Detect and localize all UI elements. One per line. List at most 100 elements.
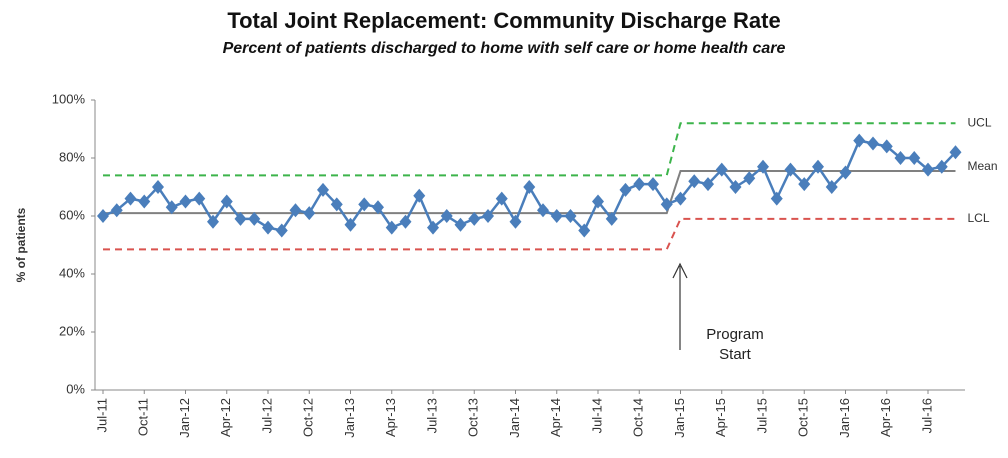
x-tick-label: Jan-14 bbox=[507, 398, 522, 438]
data-point bbox=[633, 177, 646, 192]
x-tick-label: Jan-13 bbox=[342, 398, 357, 438]
x-tick-label: Oct-14 bbox=[631, 398, 646, 437]
data-point bbox=[399, 214, 412, 229]
data-point bbox=[550, 209, 563, 223]
data-point bbox=[674, 191, 687, 206]
data-point bbox=[770, 191, 783, 206]
data-point bbox=[454, 217, 467, 232]
data-point bbox=[592, 194, 604, 209]
data-point bbox=[413, 188, 426, 203]
data-point bbox=[894, 151, 907, 165]
x-tick-label: Oct-12 bbox=[301, 398, 316, 437]
x-tick-label: Jul-13 bbox=[424, 398, 439, 433]
data-point bbox=[220, 194, 233, 209]
data-point bbox=[358, 197, 371, 212]
data-point bbox=[715, 162, 728, 177]
data-point bbox=[234, 211, 247, 226]
x-tick-label: Jul-12 bbox=[259, 398, 274, 433]
data-point bbox=[317, 182, 329, 197]
x-tick-label: Jan-12 bbox=[177, 398, 192, 438]
data-point bbox=[908, 151, 921, 165]
data-point bbox=[138, 194, 151, 209]
data-point bbox=[523, 180, 536, 194]
data-point bbox=[743, 171, 756, 186]
data-point bbox=[825, 180, 838, 194]
x-tick-label: Jul-11 bbox=[94, 398, 109, 432]
data-point bbox=[385, 220, 398, 235]
arrow-head bbox=[672, 262, 688, 279]
data-point bbox=[330, 197, 343, 212]
x-tick-label: Jan-15 bbox=[672, 398, 687, 438]
data-point bbox=[798, 177, 811, 192]
data-point bbox=[427, 220, 439, 235]
series-label: Mean bbox=[968, 159, 998, 173]
data-point bbox=[853, 133, 866, 148]
series-label: UCL bbox=[968, 115, 992, 129]
data-point bbox=[275, 223, 288, 238]
data-point bbox=[97, 209, 109, 223]
y-tick-label: 20% bbox=[59, 323, 85, 338]
data-point bbox=[193, 191, 206, 206]
data-point bbox=[440, 209, 453, 223]
data-point bbox=[110, 203, 123, 218]
x-tick-label: Apr-12 bbox=[218, 398, 233, 437]
series-label: LCL bbox=[968, 211, 990, 225]
data-point bbox=[344, 217, 357, 232]
annotation: Program Start bbox=[706, 326, 764, 363]
control-line bbox=[103, 122, 956, 177]
data-point bbox=[922, 162, 934, 177]
data-point bbox=[949, 145, 962, 160]
x-tick-label: Jul-16 bbox=[919, 398, 934, 433]
x-tick-label: Apr-15 bbox=[713, 398, 728, 437]
x-tick-label: Jul-14 bbox=[589, 398, 604, 433]
data-point bbox=[165, 200, 178, 215]
x-tick-label: Apr-14 bbox=[548, 398, 563, 437]
y-tick-label: 0% bbox=[66, 381, 85, 396]
data-point bbox=[660, 197, 673, 212]
y-tick-label: 80% bbox=[59, 149, 85, 164]
x-tick-label: Apr-16 bbox=[878, 398, 893, 437]
x-tick-label: Oct-11 bbox=[136, 398, 151, 436]
data-point bbox=[702, 177, 714, 192]
data-point bbox=[289, 203, 302, 218]
x-tick-label: Apr-13 bbox=[383, 398, 398, 437]
data-point bbox=[784, 162, 797, 177]
control-line bbox=[103, 217, 956, 251]
data-point bbox=[124, 191, 137, 206]
data-point bbox=[935, 159, 948, 174]
x-tick-label: Jul-15 bbox=[754, 398, 769, 433]
data-point bbox=[619, 182, 632, 197]
data-point bbox=[152, 180, 164, 194]
data-point bbox=[537, 203, 549, 218]
y-tick-label: 100% bbox=[52, 91, 86, 106]
data-point bbox=[509, 214, 522, 229]
x-tick-label: Oct-13 bbox=[466, 398, 481, 437]
y-tick-label: 40% bbox=[59, 265, 85, 280]
x-tick-label: Oct-15 bbox=[796, 398, 811, 437]
chart-subtitle: Percent of patients discharged to home w… bbox=[222, 40, 786, 57]
data-point bbox=[564, 209, 577, 223]
data-point bbox=[647, 177, 659, 192]
data-point bbox=[248, 211, 261, 226]
y-axis-label: % of patients bbox=[14, 207, 28, 282]
data-point bbox=[495, 191, 508, 206]
data-point bbox=[207, 214, 219, 229]
data-point bbox=[812, 159, 824, 174]
data-point bbox=[839, 165, 852, 180]
data-point bbox=[372, 200, 384, 215]
data-point bbox=[880, 139, 893, 154]
data-point bbox=[482, 209, 494, 223]
x-tick-label: Jan-16 bbox=[837, 398, 852, 438]
data-point bbox=[867, 136, 879, 151]
data-point bbox=[688, 174, 701, 189]
data-point bbox=[729, 180, 742, 194]
data-point bbox=[303, 206, 316, 221]
data-point bbox=[757, 159, 769, 174]
chart-title: Total Joint Replacement: Community Disch… bbox=[227, 8, 781, 33]
y-tick-label: 60% bbox=[59, 207, 85, 222]
data-point bbox=[468, 211, 481, 226]
data-point bbox=[605, 211, 618, 226]
data-point bbox=[179, 194, 192, 209]
